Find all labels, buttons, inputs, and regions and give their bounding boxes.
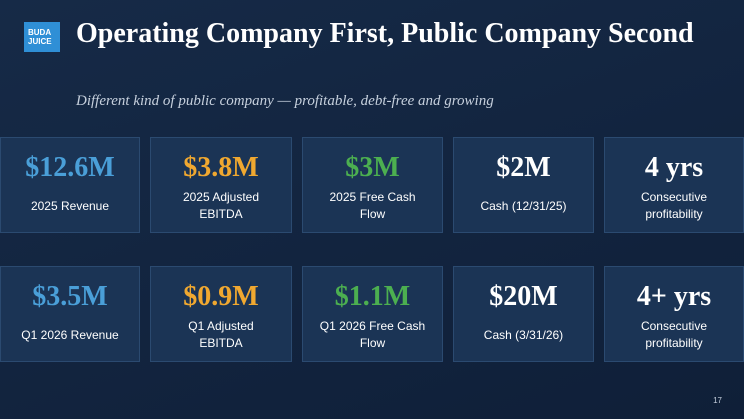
metric-card: $20M Cash (3/31/26) <box>453 266 594 362</box>
metric-label: Cash (3/31/26) <box>483 327 564 342</box>
metric-card: $12.6M 2025 Revenue <box>0 137 140 233</box>
logo-text: JUICE <box>28 37 52 46</box>
metric-value: $3.5M <box>32 281 108 312</box>
metric-value: $12.6M <box>25 152 115 183</box>
metric-value: 4+ yrs <box>636 281 712 312</box>
metric-value: $2M <box>496 152 551 183</box>
metric-value: $3M <box>345 152 400 183</box>
logo-text: BUDA <box>28 28 52 37</box>
metric-card: $0.9M Q1 Adjusted EBITDA <box>150 266 292 362</box>
metric-value: $3.8M <box>183 152 259 183</box>
metric-card: $3M 2025 Free Cash Flow <box>302 137 443 233</box>
title: Operating Company First, Public Company … <box>76 18 694 49</box>
metric-label: Q1 Adjusted EBITDA <box>188 319 254 350</box>
metric-label: Consecutive profitability <box>640 190 708 221</box>
metric-value: $20M <box>489 281 558 312</box>
metric-label: Q1 2026 Free Cash Flow <box>319 319 426 350</box>
metric-card: $3.8M 2025 Adjusted EBITDA <box>150 137 292 233</box>
metric-label: Cash (12/31/25) <box>480 198 567 213</box>
subtitle: Different kind of public company — profi… <box>76 93 494 109</box>
metric-label: 2025 Adjusted EBITDA <box>182 190 260 221</box>
metric-value: 4 yrs <box>644 152 704 183</box>
metric-label: Consecutive profitability <box>640 319 708 350</box>
metric-card: $3.5M Q1 2026 Revenue <box>0 266 140 362</box>
metric-label: 2025 Revenue <box>30 198 110 213</box>
metric-label: 2025 Free Cash Flow <box>329 190 416 221</box>
metric-value: $0.9M <box>183 281 259 312</box>
page-number: 17 <box>713 396 722 405</box>
metric-card: $1.1M Q1 2026 Free Cash Flow <box>302 266 443 362</box>
metric-card: 4+ yrs Consecutive profitability <box>604 266 744 362</box>
metric-card: 4 yrs Consecutive profitability <box>604 137 744 233</box>
metric-value: $1.1M <box>334 281 411 312</box>
metric-label: Q1 2026 Revenue <box>21 327 119 342</box>
metric-card: $2M Cash (12/31/25) <box>453 137 594 233</box>
logo: BUDA JUICE <box>24 22 60 52</box>
